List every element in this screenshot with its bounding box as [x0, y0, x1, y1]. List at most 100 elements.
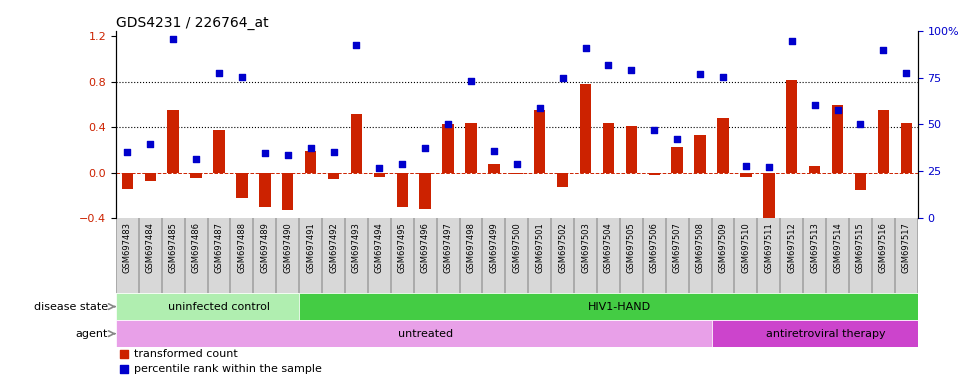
Bar	[374, 173, 385, 177]
Point	[464, 78, 479, 84]
Bar	[488, 164, 499, 173]
Text: percentile rank within the sample: percentile rank within the sample	[133, 364, 322, 374]
Text: GSM697516: GSM697516	[879, 222, 888, 273]
Text: uninfected control: uninfected control	[168, 301, 270, 311]
Bar	[855, 173, 867, 190]
Point	[761, 164, 777, 170]
Text: GSM697502: GSM697502	[558, 222, 567, 273]
Text: GSM697491: GSM697491	[306, 222, 315, 273]
Bar	[740, 173, 752, 177]
Bar	[695, 135, 706, 173]
Bar	[213, 129, 225, 173]
Bar	[397, 173, 408, 207]
Text: HIV1-HAND: HIV1-HAND	[588, 301, 651, 311]
Point	[372, 165, 387, 171]
Point	[165, 36, 181, 42]
Text: GSM697486: GSM697486	[191, 222, 201, 273]
Point	[532, 105, 548, 111]
Bar	[878, 110, 889, 173]
Text: transformed count: transformed count	[133, 349, 238, 359]
Text: GSM697509: GSM697509	[719, 222, 727, 273]
Bar	[900, 123, 912, 173]
Point	[417, 145, 433, 151]
Bar	[534, 110, 546, 173]
Text: GSM697504: GSM697504	[604, 222, 613, 273]
Bar	[466, 123, 477, 173]
Bar	[145, 173, 156, 180]
Bar	[832, 104, 843, 173]
Bar	[763, 173, 775, 220]
Bar	[236, 173, 247, 198]
Point	[875, 47, 891, 53]
Bar	[511, 173, 523, 174]
Bar	[305, 151, 316, 173]
Point	[669, 136, 685, 142]
Text: GSM697499: GSM697499	[490, 222, 498, 273]
Point	[807, 101, 822, 108]
Point	[582, 160, 597, 166]
Point	[853, 121, 868, 127]
Text: GSM697492: GSM697492	[329, 222, 338, 273]
Text: GSM697508: GSM697508	[696, 222, 704, 273]
Text: antiretroviral therapy: antiretroviral therapy	[766, 329, 886, 339]
Text: GSM697506: GSM697506	[650, 222, 659, 273]
Bar	[282, 173, 294, 210]
Bar	[626, 126, 638, 173]
Point	[234, 74, 249, 80]
Text: GSM697498: GSM697498	[467, 222, 475, 273]
Point	[624, 68, 639, 74]
Text: GSM697517: GSM697517	[901, 222, 911, 273]
Point	[188, 156, 204, 162]
Point	[738, 163, 753, 169]
Bar	[442, 124, 454, 173]
Text: GSM697507: GSM697507	[672, 222, 682, 273]
Text: agent: agent	[75, 329, 108, 339]
Bar	[299, 293, 918, 320]
Text: untreated: untreated	[398, 329, 453, 339]
Bar	[648, 173, 660, 175]
Text: GSM697501: GSM697501	[535, 222, 544, 273]
Point	[120, 149, 135, 155]
Bar	[122, 173, 133, 189]
Point	[582, 293, 597, 299]
Bar	[580, 84, 591, 173]
Text: GSM697515: GSM697515	[856, 222, 865, 273]
Bar	[116, 320, 712, 347]
Bar	[603, 123, 614, 173]
Point	[898, 70, 914, 76]
Point	[280, 151, 296, 157]
Text: GSM697497: GSM697497	[443, 222, 453, 273]
Point	[830, 107, 845, 113]
Bar	[786, 79, 797, 173]
Text: GSM697490: GSM697490	[283, 222, 293, 273]
Bar	[556, 173, 568, 187]
Point	[394, 161, 410, 167]
Point	[143, 141, 158, 147]
Bar	[712, 320, 918, 347]
Bar	[809, 166, 820, 173]
Text: GSM697500: GSM697500	[512, 222, 522, 273]
Text: GSM697484: GSM697484	[146, 222, 155, 273]
Bar	[259, 173, 270, 207]
Bar	[327, 173, 339, 179]
Text: GSM697503: GSM697503	[581, 222, 590, 273]
Text: GSM697514: GSM697514	[833, 222, 842, 273]
Point	[601, 62, 616, 68]
Text: disease state: disease state	[34, 301, 108, 311]
Text: GSM697493: GSM697493	[352, 222, 361, 273]
Point	[486, 148, 501, 154]
Point	[349, 42, 364, 48]
Text: GSM697483: GSM697483	[123, 222, 132, 273]
Text: GSM697511: GSM697511	[764, 222, 774, 273]
Point	[715, 74, 730, 80]
Bar	[190, 173, 202, 178]
Text: GSM697495: GSM697495	[398, 222, 407, 273]
Bar	[351, 114, 362, 173]
Text: GSM697512: GSM697512	[787, 222, 796, 273]
Point	[693, 71, 708, 77]
Bar	[717, 118, 728, 173]
Point	[578, 45, 593, 51]
Point	[440, 121, 456, 127]
Text: GSM697505: GSM697505	[627, 222, 636, 273]
Point	[303, 145, 319, 151]
